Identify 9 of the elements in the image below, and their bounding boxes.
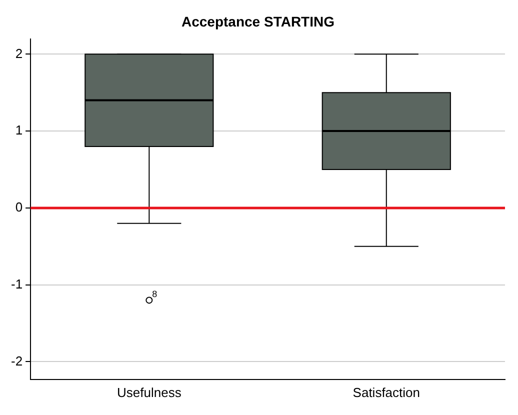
y-tick-label: 0	[15, 200, 23, 215]
y-tick-label: 2	[15, 46, 23, 61]
y-tick-label: 1	[15, 122, 23, 138]
y-tick-label: -1	[10, 276, 23, 292]
annotation: 8	[152, 289, 158, 300]
x-tick-label: Satisfaction	[352, 384, 420, 400]
chart-title: Acceptance STARTING	[182, 13, 335, 30]
y-tick-label: -2	[10, 353, 23, 368]
x-tick-label: Usefulness	[117, 384, 182, 400]
